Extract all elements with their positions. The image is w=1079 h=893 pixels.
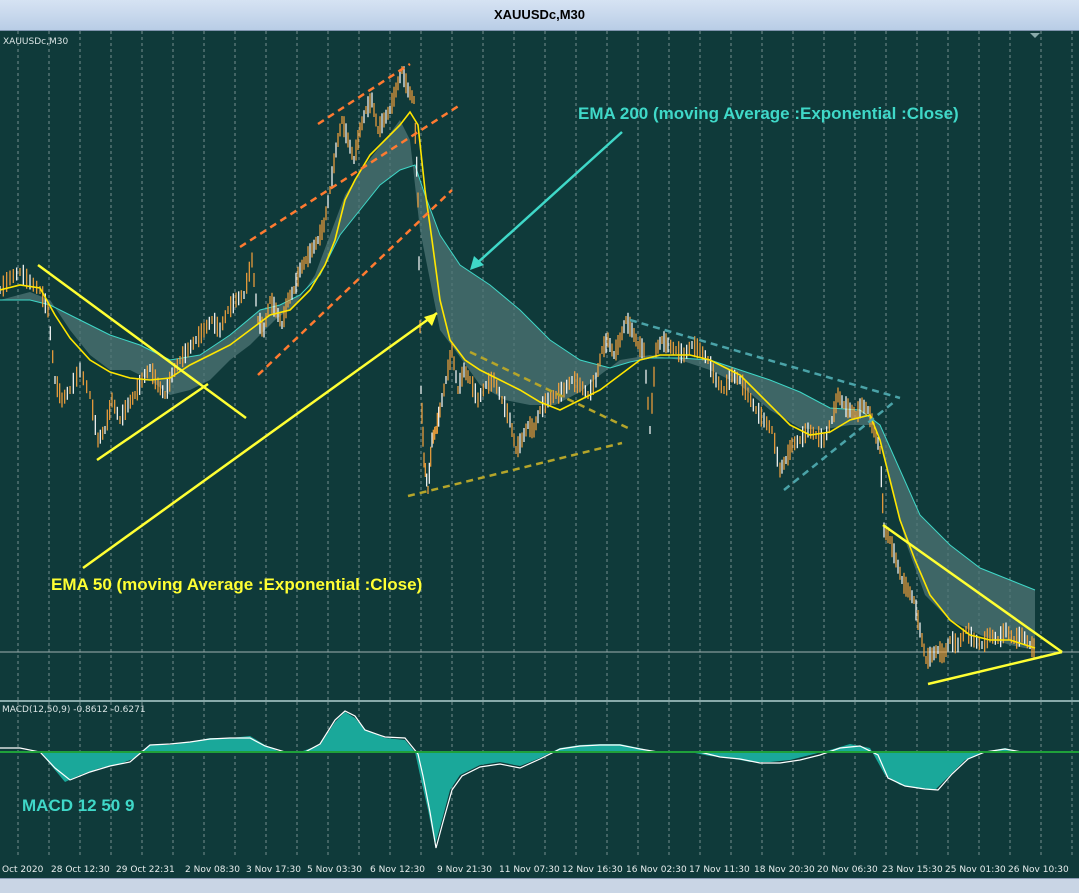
time-axis-label: 26 Nov 10:30 xyxy=(1008,865,1069,875)
time-axis-label: Oct 2020 xyxy=(2,865,44,875)
window-title: XAUUSDc,M30 xyxy=(493,7,586,22)
ema50-arrowhead xyxy=(424,313,437,326)
time-axis-label: 28 Oct 12:30 xyxy=(51,865,110,875)
channel-teal xyxy=(629,318,901,491)
macd-caption: MACD 12 50 9 xyxy=(22,796,134,815)
pane-separator[interactable] xyxy=(0,700,1079,702)
ema-ribbon xyxy=(0,120,1036,650)
time-axis-label: 20 Nov 06:30 xyxy=(817,865,878,875)
chart-shift-marker xyxy=(1030,33,1040,38)
time-axis-label: 9 Nov 21:30 xyxy=(437,865,492,875)
time-axis-label: 18 Nov 20:30 xyxy=(754,865,815,875)
time-axis-label: 23 Nov 15:30 xyxy=(882,865,943,875)
ema200-arrowhead xyxy=(470,256,484,270)
symbol-label: XAUUSDc,M30 xyxy=(3,37,68,47)
ema200-line xyxy=(0,164,1036,591)
time-axis: Oct 2020 28 Oct 12:30 29 Oct 22:31 2 Nov 08… xyxy=(0,858,1079,878)
trendlines xyxy=(37,263,1063,686)
macd-signal-line xyxy=(0,710,1079,849)
time-axis-label: 3 Nov 17:30 xyxy=(246,865,301,875)
time-axis-label: 25 Nov 01:30 xyxy=(945,865,1006,875)
time-axis-label: 29 Oct 22:31 xyxy=(116,865,175,875)
ema50-arrow-line xyxy=(82,311,438,570)
macd-pane[interactable]: MACD(12,50,9) -0.8612 -0.6271 MACD 12 50… xyxy=(0,702,1079,858)
ema50-annotation: EMA 50 (moving Average :Exponential :Clo… xyxy=(51,575,422,594)
price-chart[interactable]: XAUUSDc,M30 xyxy=(0,31,1079,700)
time-axis-label: 16 Nov 02:30 xyxy=(626,865,687,875)
price-candles xyxy=(0,66,1035,669)
window-titlebar[interactable]: XAUUSDc,M30 xyxy=(0,0,1079,31)
ema200-arrow-line xyxy=(474,131,623,266)
time-axis-label: 12 Nov 16:30 xyxy=(562,865,623,875)
price-channel xyxy=(239,62,461,376)
chart-tabs-bar[interactable] xyxy=(0,878,1079,893)
triangle-olive xyxy=(407,350,629,498)
time-axis-labels: Oct 2020 28 Oct 12:30 29 Oct 22:31 2 Nov 08… xyxy=(2,865,1069,875)
time-axis-label: 17 Nov 11:30 xyxy=(689,865,750,875)
macd-gridlines xyxy=(17,702,1073,858)
time-axis-label: 11 Nov 07:30 xyxy=(499,865,560,875)
time-axis-label: 5 Nov 03:30 xyxy=(307,865,362,875)
time-axis-label: 6 Nov 12:30 xyxy=(370,865,425,875)
time-axis-label: 2 Nov 08:30 xyxy=(185,865,240,875)
ema200-annotation: EMA 200 (moving Average :Exponential :Cl… xyxy=(578,104,959,123)
macd-label: MACD(12,50,9) -0.8612 -0.6271 xyxy=(2,705,146,715)
